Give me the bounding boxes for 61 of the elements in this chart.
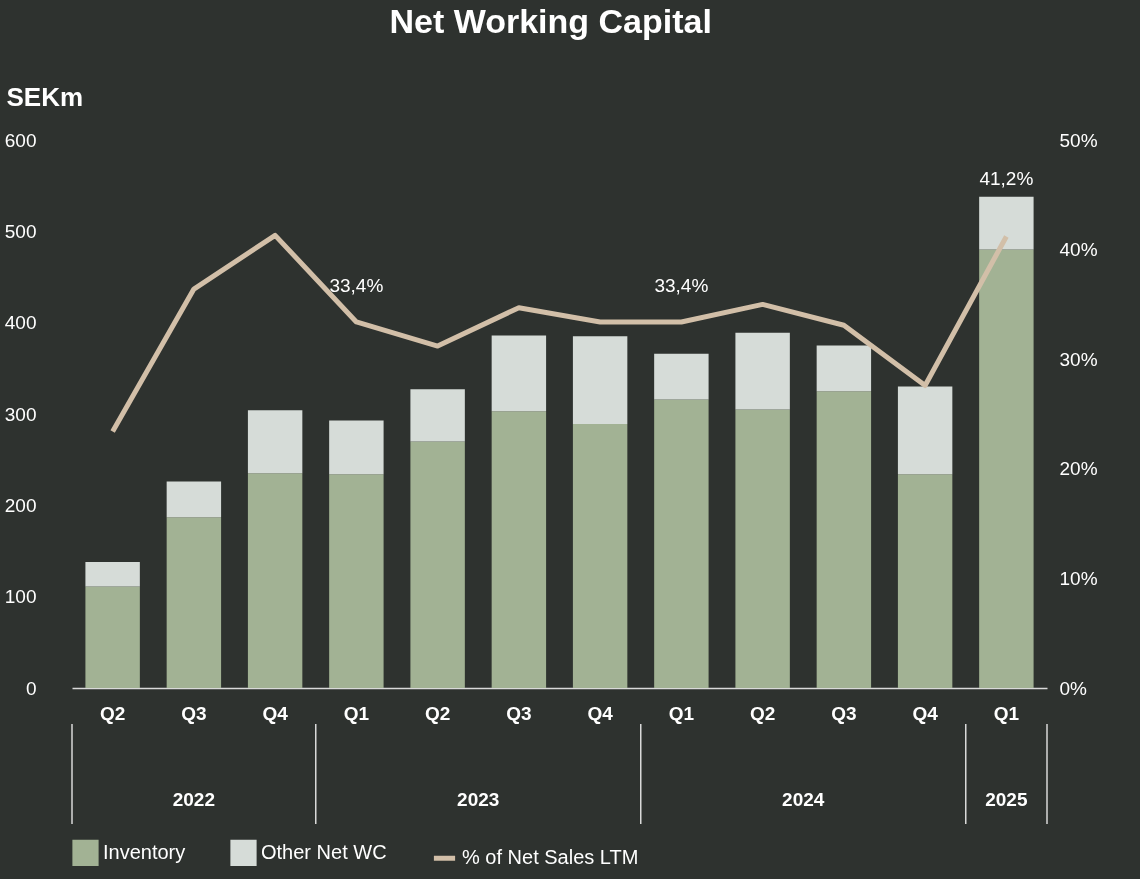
- bar: [816, 391, 872, 688]
- bar: [329, 420, 384, 475]
- y-tick-label: 0: [25, 677, 37, 699]
- bar: [329, 474, 384, 688]
- x-tick-label: Q3: [181, 702, 207, 724]
- text: 2024: [782, 789, 825, 810]
- y-tick-label: 500: [4, 220, 37, 242]
- y-tick-label: 300: [4, 403, 37, 425]
- y2-tick-label: 0%: [1059, 677, 1088, 699]
- y2-tick-label: 30%: [1059, 348, 1098, 370]
- y-tick-label: 100: [4, 586, 37, 608]
- x-tick-label: Q1: [668, 702, 695, 724]
- data-label: 41,2%: [979, 167, 1034, 189]
- x-tick-label: Q3: [506, 702, 532, 724]
- bar: [897, 386, 953, 475]
- legend-label: % of Net Sales LTM: [462, 846, 639, 869]
- legend-label: Other Net WC: [261, 840, 387, 863]
- text: 2022: [172, 789, 216, 810]
- x-tick-label: Q2: [424, 702, 451, 724]
- x-tick-label: Q1: [343, 702, 370, 724]
- y2-tick-label: 50%: [1059, 129, 1098, 151]
- bar: [85, 586, 140, 688]
- data-label: 33,4%: [654, 274, 709, 296]
- x-tick-label: Q1: [993, 702, 1020, 724]
- x-tick-label: Q4: [912, 702, 939, 724]
- y2-tick-label: 10%: [1059, 567, 1098, 589]
- text: 2023: [457, 789, 500, 810]
- bar: [247, 473, 303, 688]
- x-tick-label: Q2: [99, 702, 126, 724]
- bar: [491, 411, 547, 688]
- bar: [654, 399, 709, 688]
- bar: [572, 336, 628, 425]
- bar: [410, 441, 465, 688]
- bar: [735, 409, 790, 688]
- y2-tick-label: 40%: [1059, 239, 1098, 261]
- bar: [735, 332, 790, 410]
- bar: [247, 410, 303, 474]
- bar: [166, 517, 222, 688]
- text: 2025: [985, 789, 1028, 810]
- x-tick-label: Q3: [831, 702, 857, 724]
- legend-label: Inventory: [103, 840, 186, 863]
- bar: [979, 249, 1034, 688]
- bar: [491, 335, 547, 412]
- data-label: 33,4%: [329, 274, 384, 296]
- bar: [979, 196, 1034, 250]
- y-tick-label: 600: [4, 129, 37, 151]
- x-tick-label: Q2: [749, 702, 776, 724]
- y-tick-label: 400: [4, 312, 37, 334]
- bar: [897, 474, 953, 688]
- y2-tick-label: 20%: [1059, 458, 1098, 480]
- bar: [85, 561, 140, 587]
- x-tick-label: Q4: [262, 702, 289, 724]
- bar: [572, 424, 628, 688]
- bar: [816, 345, 872, 392]
- y-tick-label: 200: [4, 494, 37, 516]
- bar: [166, 481, 222, 518]
- chart-title: Net Working Capital: [389, 2, 712, 40]
- bar: [410, 389, 465, 442]
- y-axis-title: SEKm: [6, 81, 84, 112]
- bar: [654, 353, 709, 400]
- x-tick-label: Q4: [587, 702, 614, 724]
